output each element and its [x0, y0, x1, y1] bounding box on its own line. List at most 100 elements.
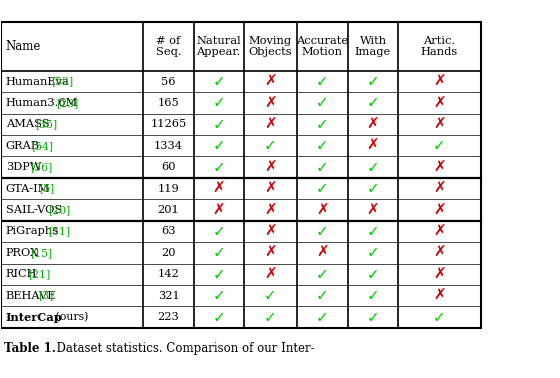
Text: 11265: 11265: [151, 119, 186, 129]
Text: ✓: ✓: [212, 160, 225, 175]
Text: ✓: ✓: [433, 310, 446, 325]
Text: 3DPW: 3DPW: [6, 162, 41, 172]
Text: ✓: ✓: [316, 267, 329, 282]
Text: ✓: ✓: [316, 310, 329, 325]
Text: ✗: ✗: [433, 203, 446, 217]
Text: 142: 142: [158, 269, 179, 279]
Text: BEHAVE: BEHAVE: [6, 291, 56, 301]
Text: HumanEva: HumanEva: [6, 76, 69, 87]
Text: Accurate
Motion: Accurate Motion: [296, 36, 348, 57]
Text: 20: 20: [161, 248, 176, 258]
Text: 165: 165: [158, 98, 179, 108]
Text: GTA-IM: GTA-IM: [6, 184, 50, 194]
Text: Table 1.: Table 1.: [4, 342, 56, 355]
Text: AMASS: AMASS: [6, 119, 49, 129]
Text: ✓: ✓: [264, 288, 277, 303]
Text: ✓: ✓: [367, 160, 380, 175]
Text: [51]: [51]: [48, 226, 70, 237]
Text: ✓: ✓: [316, 160, 329, 175]
Text: ✓: ✓: [212, 224, 225, 239]
Text: [20]: [20]: [48, 205, 70, 215]
Text: ✓: ✓: [212, 74, 225, 89]
Text: With
Image: With Image: [355, 36, 391, 57]
Text: [15]: [15]: [30, 248, 53, 258]
Text: 201: 201: [158, 205, 179, 215]
Text: ✗: ✗: [212, 181, 225, 196]
Text: ✗: ✗: [316, 203, 329, 217]
Text: ✗: ✗: [264, 224, 277, 239]
Text: ✓: ✓: [212, 288, 225, 303]
Text: ✗: ✗: [316, 245, 329, 260]
Text: Moving
Objects: Moving Objects: [249, 36, 292, 57]
Text: ✗: ✗: [264, 181, 277, 196]
Text: 119: 119: [158, 184, 179, 194]
Text: ✗: ✗: [433, 267, 446, 282]
Text: Dataset statistics. Comparison of our Inter-: Dataset statistics. Comparison of our In…: [49, 342, 314, 355]
Text: ✗: ✗: [264, 74, 277, 89]
Text: ✗: ✗: [433, 160, 446, 175]
Text: 60: 60: [161, 162, 176, 172]
Text: ✓: ✓: [212, 117, 225, 132]
Text: [52]: [52]: [52, 76, 74, 87]
Text: ✓: ✓: [316, 224, 329, 239]
Text: ✓: ✓: [264, 138, 277, 153]
Text: [3]: [3]: [38, 291, 53, 301]
Text: Artic.
Hands: Artic. Hands: [421, 36, 458, 57]
Text: [54]: [54]: [31, 141, 53, 151]
Text: ✗: ✗: [264, 160, 277, 175]
Text: 1334: 1334: [154, 141, 183, 151]
Text: ✓: ✓: [212, 310, 225, 325]
Text: ✓: ✓: [212, 245, 225, 260]
Text: ✗: ✗: [433, 224, 446, 239]
Text: [21]: [21]: [28, 269, 50, 279]
Text: [35]: [35]: [35, 119, 57, 129]
Text: ✓: ✓: [316, 117, 329, 132]
Text: ✓: ✓: [433, 138, 446, 153]
Text: Natural
Appear.: Natural Appear.: [197, 36, 241, 57]
Text: ✗: ✗: [367, 117, 380, 132]
Text: ✓: ✓: [316, 138, 329, 153]
Text: Human3.6M: Human3.6M: [6, 98, 78, 108]
Bar: [1, 22, 480, 328]
Text: ✓: ✓: [367, 224, 380, 239]
Text: Name: Name: [6, 40, 41, 53]
Text: RICH: RICH: [6, 269, 38, 279]
Text: ✗: ✗: [433, 245, 446, 260]
Text: 63: 63: [161, 226, 176, 237]
Text: ✓: ✓: [367, 267, 380, 282]
Text: ✗: ✗: [212, 203, 225, 217]
Text: ✗: ✗: [264, 117, 277, 132]
Text: ✓: ✓: [367, 310, 380, 325]
Text: ✓: ✓: [367, 181, 380, 196]
Text: ✗: ✗: [433, 74, 446, 89]
Text: ✓: ✓: [367, 95, 380, 110]
Text: InterCap: InterCap: [6, 311, 63, 322]
Text: [5]: [5]: [39, 184, 54, 194]
Text: # of
Seq.: # of Seq.: [156, 36, 181, 57]
Text: ✓: ✓: [212, 95, 225, 110]
Text: (ours): (ours): [52, 312, 88, 322]
Text: ✗: ✗: [367, 203, 380, 217]
Text: ✓: ✓: [367, 288, 380, 303]
Text: ✓: ✓: [316, 288, 329, 303]
Text: ✗: ✗: [264, 95, 277, 110]
Text: PiGraphs: PiGraphs: [6, 226, 59, 237]
Text: ✓: ✓: [316, 74, 329, 89]
Text: ✗: ✗: [264, 245, 277, 260]
Text: ✗: ✗: [433, 288, 446, 303]
Text: ✓: ✓: [367, 245, 380, 260]
Text: PROX: PROX: [6, 248, 39, 258]
Text: ✗: ✗: [264, 267, 277, 282]
Text: ✗: ✗: [433, 117, 446, 132]
Text: ✗: ✗: [433, 95, 446, 110]
Text: 56: 56: [161, 76, 176, 87]
Text: ✓: ✓: [367, 74, 380, 89]
Text: [23]: [23]: [56, 98, 78, 108]
Text: [36]: [36]: [30, 162, 52, 172]
Text: ✓: ✓: [212, 267, 225, 282]
Text: ✓: ✓: [212, 138, 225, 153]
Text: ✓: ✓: [316, 95, 329, 110]
Text: ✗: ✗: [367, 138, 380, 153]
Text: ✓: ✓: [264, 310, 277, 325]
Text: 223: 223: [158, 312, 179, 322]
